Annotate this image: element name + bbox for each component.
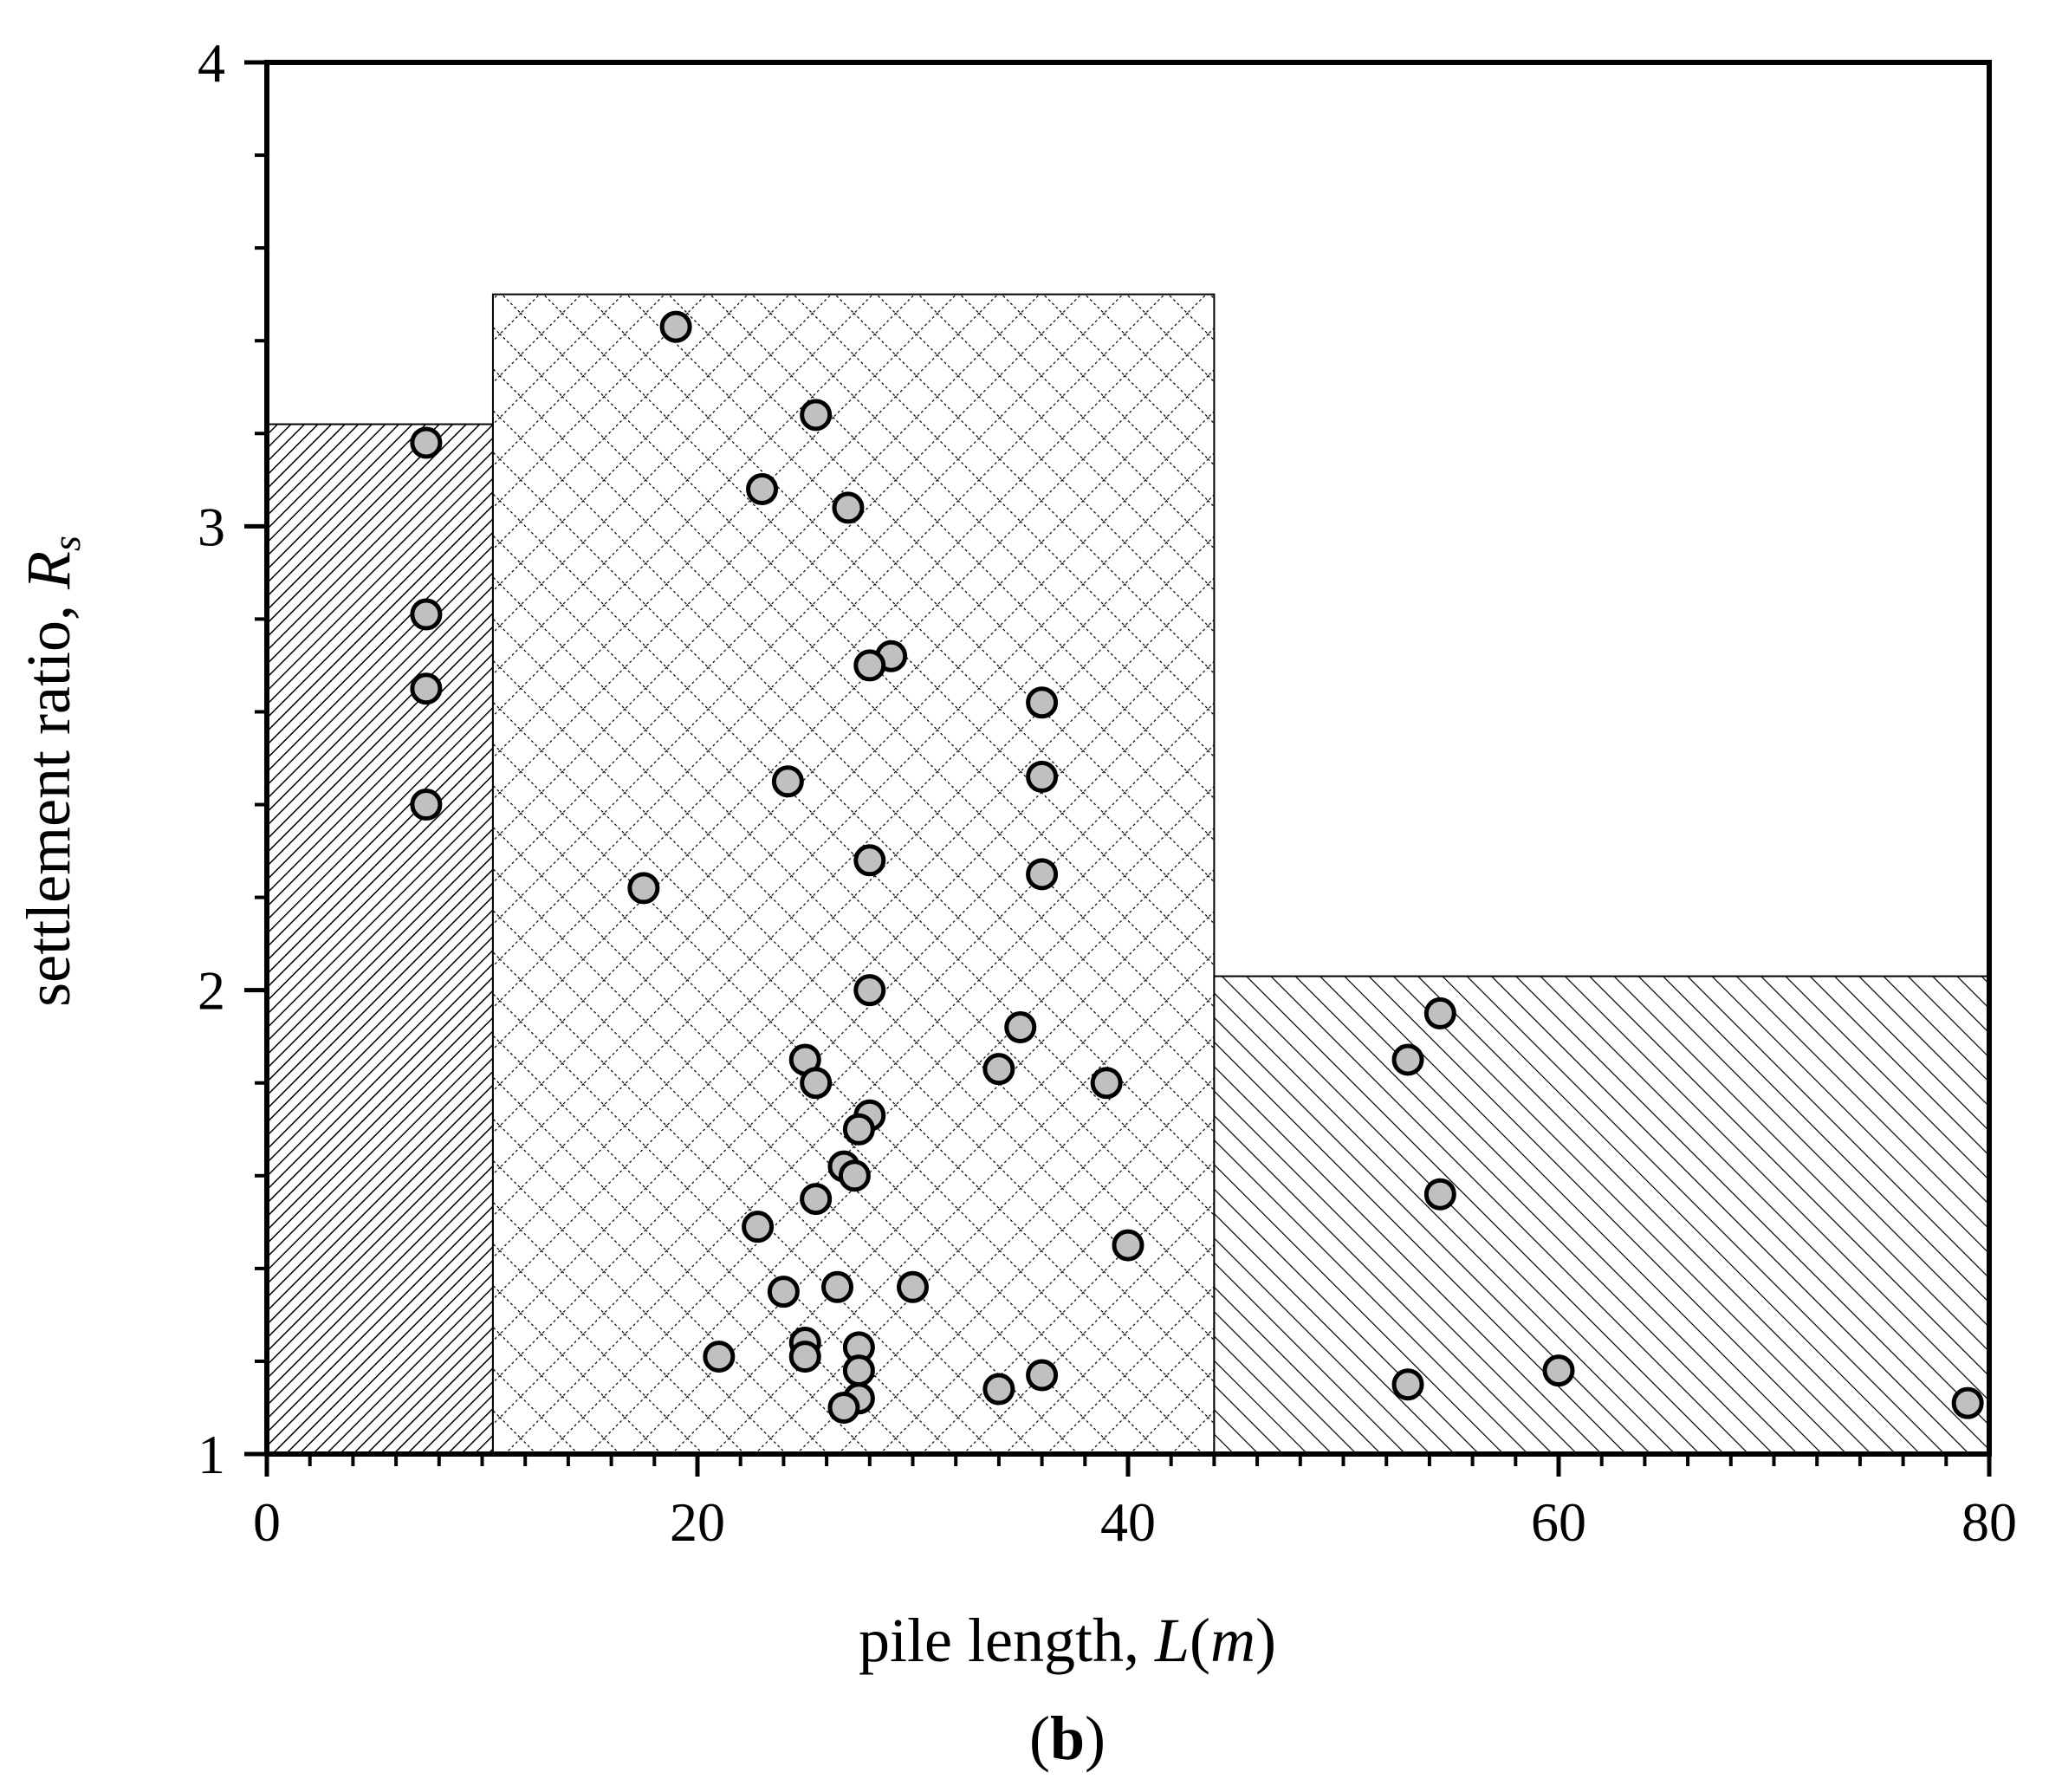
y-axis-label: settlement ratio, Rs	[14, 536, 88, 1007]
x-tick-label: 60	[1531, 1491, 1586, 1553]
data-point	[410, 426, 443, 459]
data-point	[842, 1354, 875, 1387]
x-tick-label: 0	[253, 1491, 281, 1553]
data-point	[627, 872, 660, 905]
data-point	[1026, 686, 1059, 719]
data-point	[853, 844, 886, 877]
data-point	[767, 1276, 800, 1308]
data-point	[838, 1159, 871, 1192]
x-tick-label: 40	[1100, 1491, 1156, 1553]
data-point	[1026, 760, 1059, 793]
range-short-piles	[266, 423, 494, 1455]
data-point	[821, 1270, 854, 1303]
data-point	[659, 310, 692, 343]
data-point	[1026, 858, 1059, 891]
data-point	[1951, 1386, 1984, 1419]
data-point	[897, 1270, 929, 1303]
axis-tick-labels: 0 20 40 60 80 1 2 3 4	[198, 32, 2017, 1553]
y-tick-label: 3	[198, 496, 225, 557]
data-point	[800, 1183, 833, 1216]
data-point	[410, 598, 443, 631]
x-axis-label: pile length, L(m)	[859, 1606, 1276, 1675]
data-point	[788, 1341, 821, 1373]
y-tick-label: 2	[198, 960, 225, 1022]
data-point	[827, 1391, 860, 1424]
data-point	[1090, 1067, 1123, 1100]
data-point	[1112, 1229, 1144, 1262]
axis-ticks	[244, 60, 1992, 1477]
data-point	[800, 399, 833, 432]
data-point	[1542, 1354, 1575, 1387]
data-point	[1004, 1010, 1037, 1043]
range-long-piles	[1213, 975, 1990, 1455]
x-tick-label: 80	[1961, 1491, 2017, 1553]
data-point	[746, 473, 779, 506]
data-point	[832, 491, 865, 524]
data-point	[853, 974, 886, 1007]
y-tick-label: 4	[198, 32, 225, 94]
data-point	[853, 649, 886, 682]
data-point	[1026, 1359, 1059, 1392]
data-point	[1423, 1178, 1456, 1211]
data-point	[410, 789, 443, 821]
range-medium-piles	[491, 293, 1216, 1456]
data-point	[1391, 1043, 1424, 1076]
data-point	[982, 1053, 1015, 1086]
data-point	[1423, 997, 1456, 1029]
data-point	[703, 1341, 736, 1373]
data-point	[410, 672, 443, 705]
panel-label: (b)	[1029, 1704, 1106, 1773]
data-point	[842, 1113, 875, 1146]
data-point	[1391, 1368, 1424, 1401]
data-point	[771, 765, 804, 798]
y-tick-label: 1	[198, 1424, 225, 1485]
data-point	[982, 1373, 1015, 1406]
data-point	[742, 1211, 775, 1243]
hatched-regions	[266, 293, 1990, 1456]
data-point	[800, 1067, 833, 1100]
data-points	[410, 310, 1984, 1424]
x-tick-label: 20	[670, 1491, 725, 1553]
